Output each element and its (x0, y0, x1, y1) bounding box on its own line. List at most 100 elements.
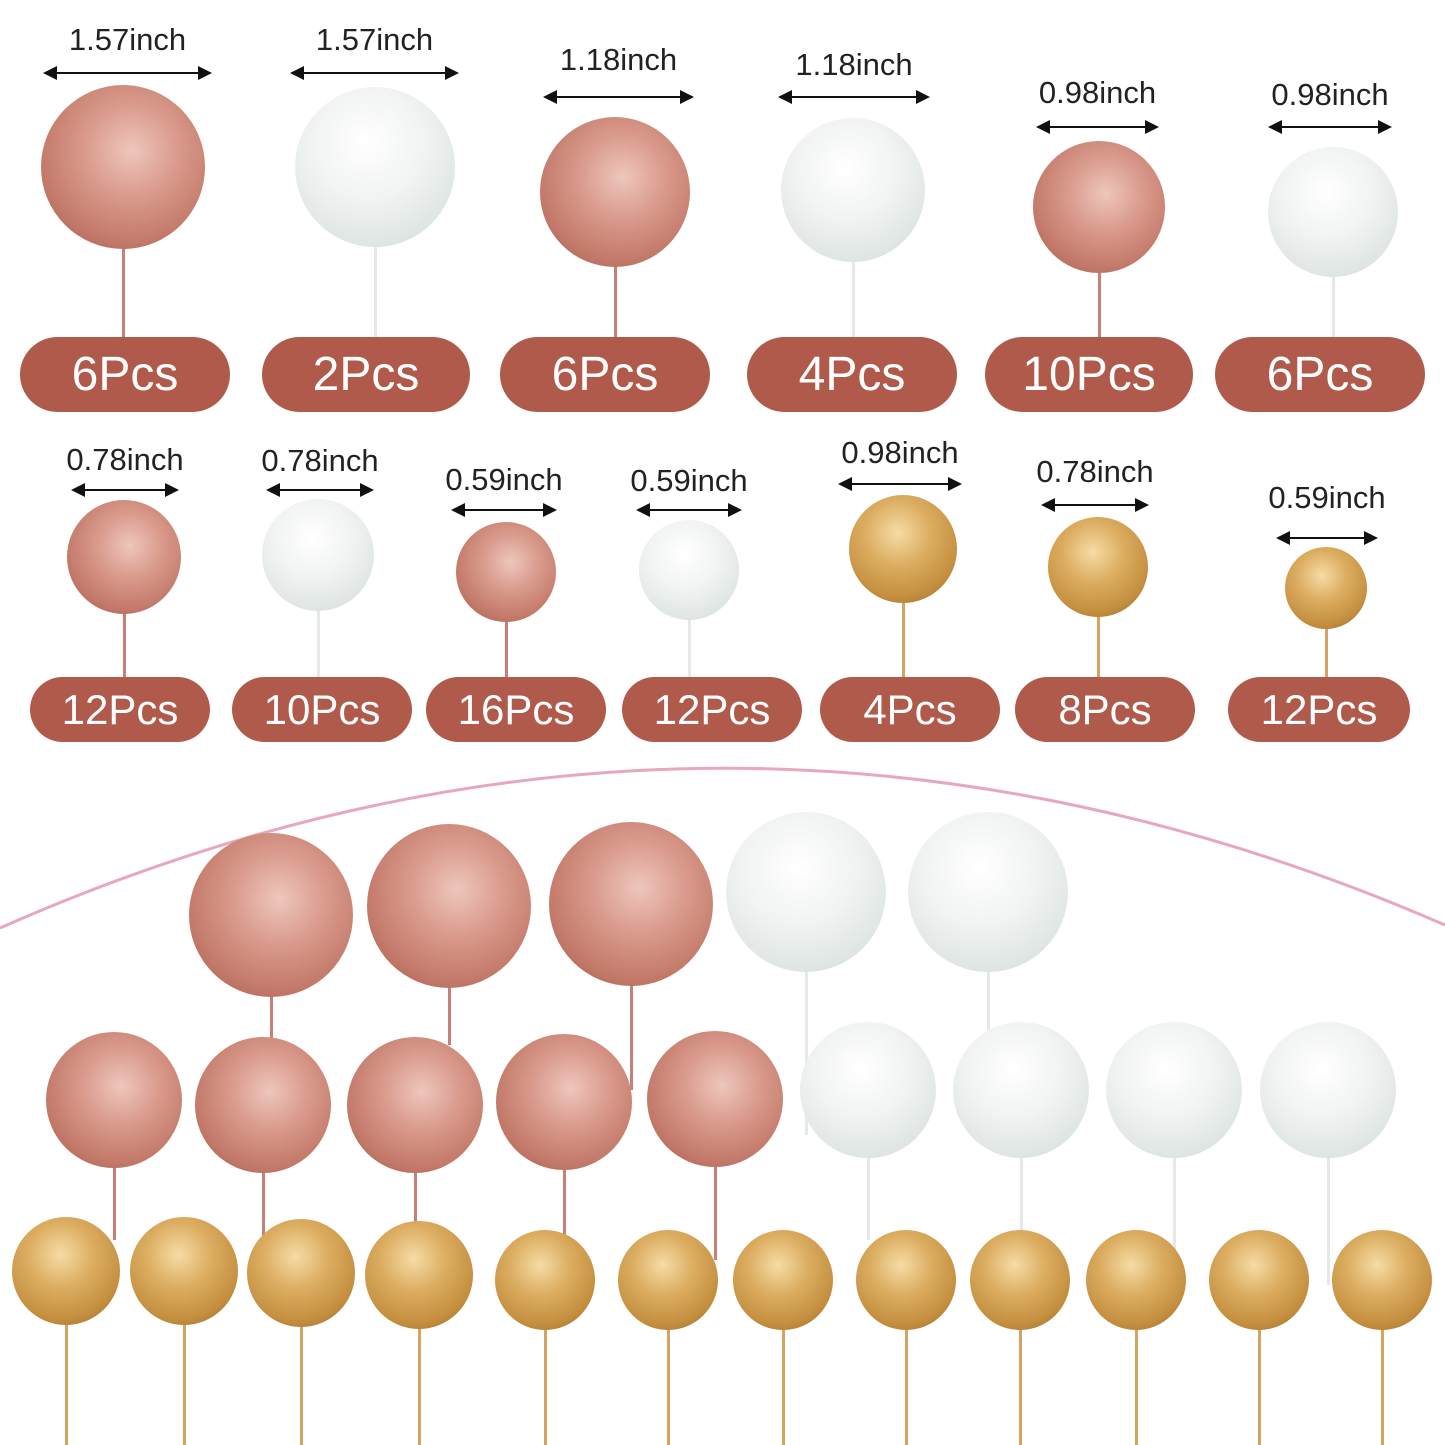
stick (902, 549, 905, 677)
stick (563, 1102, 566, 1240)
stick (667, 1280, 670, 1445)
size-label: 0.59inch (445, 462, 563, 497)
stick (1173, 1090, 1176, 1250)
stick (1327, 1090, 1330, 1285)
stick (123, 557, 126, 677)
count-badge: 2Pcs (262, 337, 470, 412)
size-label: 0.98inch (1271, 77, 1389, 112)
ball-white (295, 87, 455, 247)
stick (1135, 1280, 1138, 1445)
stick (183, 1271, 186, 1445)
double-arrow-icon (543, 90, 694, 104)
ball (733, 1230, 833, 1330)
stick (300, 1273, 303, 1445)
count-badge: 10Pcs (232, 677, 412, 742)
size-label: 0.59inch (1268, 480, 1386, 515)
count-badge: 6Pcs (1215, 337, 1425, 412)
ball-white (781, 118, 925, 262)
ball-rose-gold (1033, 141, 1165, 273)
ball-white (639, 520, 739, 620)
ball (856, 1230, 956, 1330)
stick (630, 904, 633, 1090)
ball (46, 1032, 182, 1168)
ball (12, 1217, 120, 1325)
count-badge: 12Pcs (30, 677, 210, 742)
double-arrow-icon (71, 483, 179, 497)
double-arrow-icon (290, 66, 459, 80)
stick (122, 167, 125, 337)
stick (805, 892, 808, 1135)
size-label: 0.78inch (261, 443, 379, 478)
count-badge: 4Pcs (820, 677, 1000, 742)
count-badge: 10Pcs (985, 337, 1193, 412)
stick (65, 1271, 68, 1445)
ball (800, 1022, 936, 1158)
double-arrow-icon (636, 503, 742, 517)
size-label: 0.78inch (1036, 454, 1154, 489)
stick (1325, 588, 1328, 677)
ball (496, 1034, 632, 1170)
ball (365, 1221, 473, 1329)
ball (247, 1219, 355, 1327)
ball (1106, 1022, 1242, 1158)
count-badge: 12Pcs (1228, 677, 1410, 742)
ball (726, 812, 886, 972)
stick (782, 1280, 785, 1445)
double-arrow-icon (1041, 498, 1149, 512)
ball-rose-gold (540, 117, 690, 267)
ball (189, 833, 353, 997)
ball (347, 1037, 483, 1173)
stick (418, 1275, 421, 1445)
double-arrow-icon (778, 90, 930, 104)
size-label: 0.59inch (630, 463, 748, 498)
size-label: 0.98inch (1038, 75, 1157, 110)
ball-rose-gold (41, 85, 205, 249)
ball (1332, 1230, 1432, 1330)
stick (113, 1100, 116, 1240)
ball-rose-gold (67, 500, 181, 614)
count-badge: 6Pcs (500, 337, 710, 412)
ball-rose-gold (456, 522, 556, 622)
double-arrow-icon (1268, 120, 1392, 134)
stick (714, 1099, 717, 1260)
ball (953, 1022, 1089, 1158)
ball (130, 1217, 238, 1325)
ball (1209, 1230, 1309, 1330)
ball-gold (1048, 517, 1148, 617)
stick (1020, 1090, 1023, 1240)
stick (505, 572, 508, 677)
double-arrow-icon (1276, 531, 1378, 545)
count-badge: 12Pcs (622, 677, 802, 742)
count-badge: 8Pcs (1015, 677, 1195, 742)
stick (317, 555, 320, 677)
ball-white (262, 499, 374, 611)
stick (544, 1280, 547, 1445)
double-arrow-icon (266, 483, 374, 497)
stick (867, 1090, 870, 1240)
count-badge: 4Pcs (747, 337, 957, 412)
ball (367, 824, 531, 988)
ball (970, 1230, 1070, 1330)
ball (1260, 1022, 1396, 1158)
ball (195, 1037, 331, 1173)
ball (549, 822, 713, 986)
ball (908, 812, 1068, 972)
stick (1381, 1280, 1384, 1445)
ball (1086, 1230, 1186, 1330)
size-label: 0.98inch (841, 435, 959, 470)
size-label: 0.78inch (66, 442, 184, 477)
double-arrow-icon (43, 66, 212, 80)
stick (688, 570, 691, 677)
count-badge: 6Pcs (20, 337, 230, 412)
stick (374, 167, 377, 337)
count-badge: 16Pcs (426, 677, 606, 742)
ball (495, 1230, 595, 1330)
size-label: 1.18inch (795, 47, 913, 82)
size-label: 1.57inch (68, 22, 187, 57)
ball-white (1268, 147, 1398, 277)
ball (647, 1031, 783, 1167)
double-arrow-icon (838, 477, 962, 491)
stick (1097, 567, 1100, 677)
